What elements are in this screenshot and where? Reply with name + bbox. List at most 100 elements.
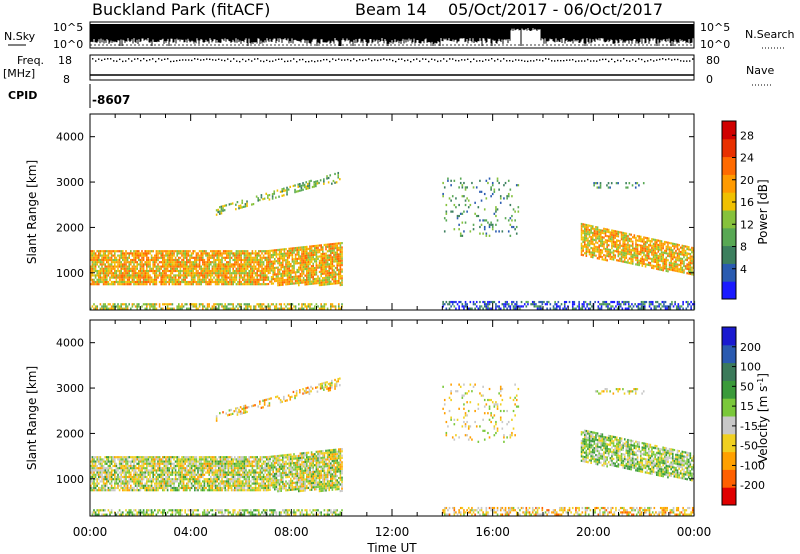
- range-cell: [93, 486, 95, 490]
- range-cell: [301, 257, 303, 260]
- range-cell: [173, 269, 175, 273]
- range-cell: [322, 277, 324, 280]
- range-cell: [194, 276, 196, 279]
- range-cell: [325, 248, 327, 251]
- range-cell: [195, 252, 198, 255]
- range-cell: [313, 185, 316, 188]
- range-cell: [266, 276, 268, 279]
- range-cell: [294, 249, 297, 252]
- range-cell: [453, 228, 456, 231]
- range-cell: [243, 276, 246, 279]
- range-cell: [165, 254, 167, 257]
- nave-dot: [494, 60, 496, 62]
- range-cell: [322, 261, 324, 264]
- range-cell: [101, 305, 103, 308]
- range-cell: [588, 224, 591, 227]
- range-cell: [218, 278, 220, 281]
- range-cell: [261, 269, 263, 273]
- range-cell: [118, 274, 121, 277]
- range-cell: [221, 267, 223, 270]
- range-cell: [245, 305, 247, 308]
- nave-dot: [647, 60, 649, 62]
- range-cell: [285, 248, 287, 251]
- range-cell: [627, 305, 630, 308]
- range-cell: [637, 307, 640, 310]
- range-cell: [490, 188, 492, 191]
- range-cell: [107, 250, 110, 253]
- range-cell: [684, 267, 687, 270]
- range-cell: [115, 269, 118, 273]
- range-cell: [101, 489, 103, 492]
- range-cell: [595, 237, 597, 240]
- range-cell: [107, 265, 110, 268]
- range-cell: [294, 280, 297, 283]
- range-cell: [445, 300, 448, 304]
- range-cell: [627, 252, 629, 255]
- range-cell: [336, 251, 338, 254]
- range-cell: [299, 268, 302, 271]
- range-cell: [675, 260, 677, 264]
- range-cell: [154, 283, 156, 286]
- range-cell: [117, 274, 119, 277]
- range-cell: [657, 239, 660, 242]
- range-cell: [330, 263, 332, 266]
- range-cell: [293, 251, 295, 254]
- range-cell: [213, 250, 215, 253]
- range-cell: [154, 272, 156, 275]
- range-cell: [142, 276, 145, 279]
- range-cell: [176, 267, 178, 270]
- range-cell: [128, 263, 130, 266]
- range-cell: [261, 256, 263, 259]
- range-cell: [657, 259, 660, 262]
- range-cell: [189, 274, 191, 277]
- range-cell: [304, 261, 306, 264]
- range-cell: [603, 240, 605, 244]
- range-cell: [216, 303, 218, 306]
- range-cell: [664, 305, 667, 308]
- range-cell: [606, 243, 608, 247]
- range-cell: [245, 307, 247, 310]
- range-cell: [313, 183, 316, 186]
- range-cell: [246, 280, 249, 284]
- range-cell: [224, 263, 226, 266]
- range-cell: [309, 303, 311, 306]
- range-cell: [488, 234, 491, 237]
- range-cell: [611, 255, 613, 259]
- range-cell: [310, 249, 313, 252]
- range-cell: [288, 276, 290, 279]
- range-cell: [611, 238, 613, 241]
- range-cell: [146, 258, 148, 262]
- range-cell: [623, 232, 626, 235]
- range-cell: [661, 305, 664, 308]
- range-cell: [621, 300, 624, 304]
- range-cell: [657, 265, 660, 269]
- range-cell: [142, 274, 145, 277]
- range-cell: [117, 276, 119, 279]
- range-cell: [144, 283, 146, 286]
- range-cell: [483, 303, 486, 306]
- range-cell: [166, 261, 169, 264]
- range-cell: [125, 263, 127, 266]
- range-cell: [91, 489, 94, 492]
- range-cell: [280, 272, 282, 275]
- range-cell: [182, 272, 185, 275]
- range-cell: [189, 280, 191, 284]
- range-cell: [317, 266, 319, 269]
- range-cell: [219, 278, 222, 281]
- range-cell: [269, 249, 271, 252]
- range-cell: [219, 258, 222, 262]
- range-cell: [675, 245, 677, 248]
- range-cell: [102, 475, 105, 479]
- range-cell: [323, 268, 326, 271]
- range-cell: [170, 307, 172, 310]
- range-cell: [229, 250, 231, 253]
- range-cell: [112, 261, 114, 264]
- range-cell: [668, 266, 671, 269]
- range-cell: [582, 247, 584, 250]
- nave-dot: [392, 59, 394, 62]
- range-cell: [596, 237, 599, 240]
- range-cell: [326, 307, 329, 310]
- range-cell: [205, 283, 207, 286]
- range-cell: [614, 256, 616, 259]
- nave-dot: [545, 58, 547, 60]
